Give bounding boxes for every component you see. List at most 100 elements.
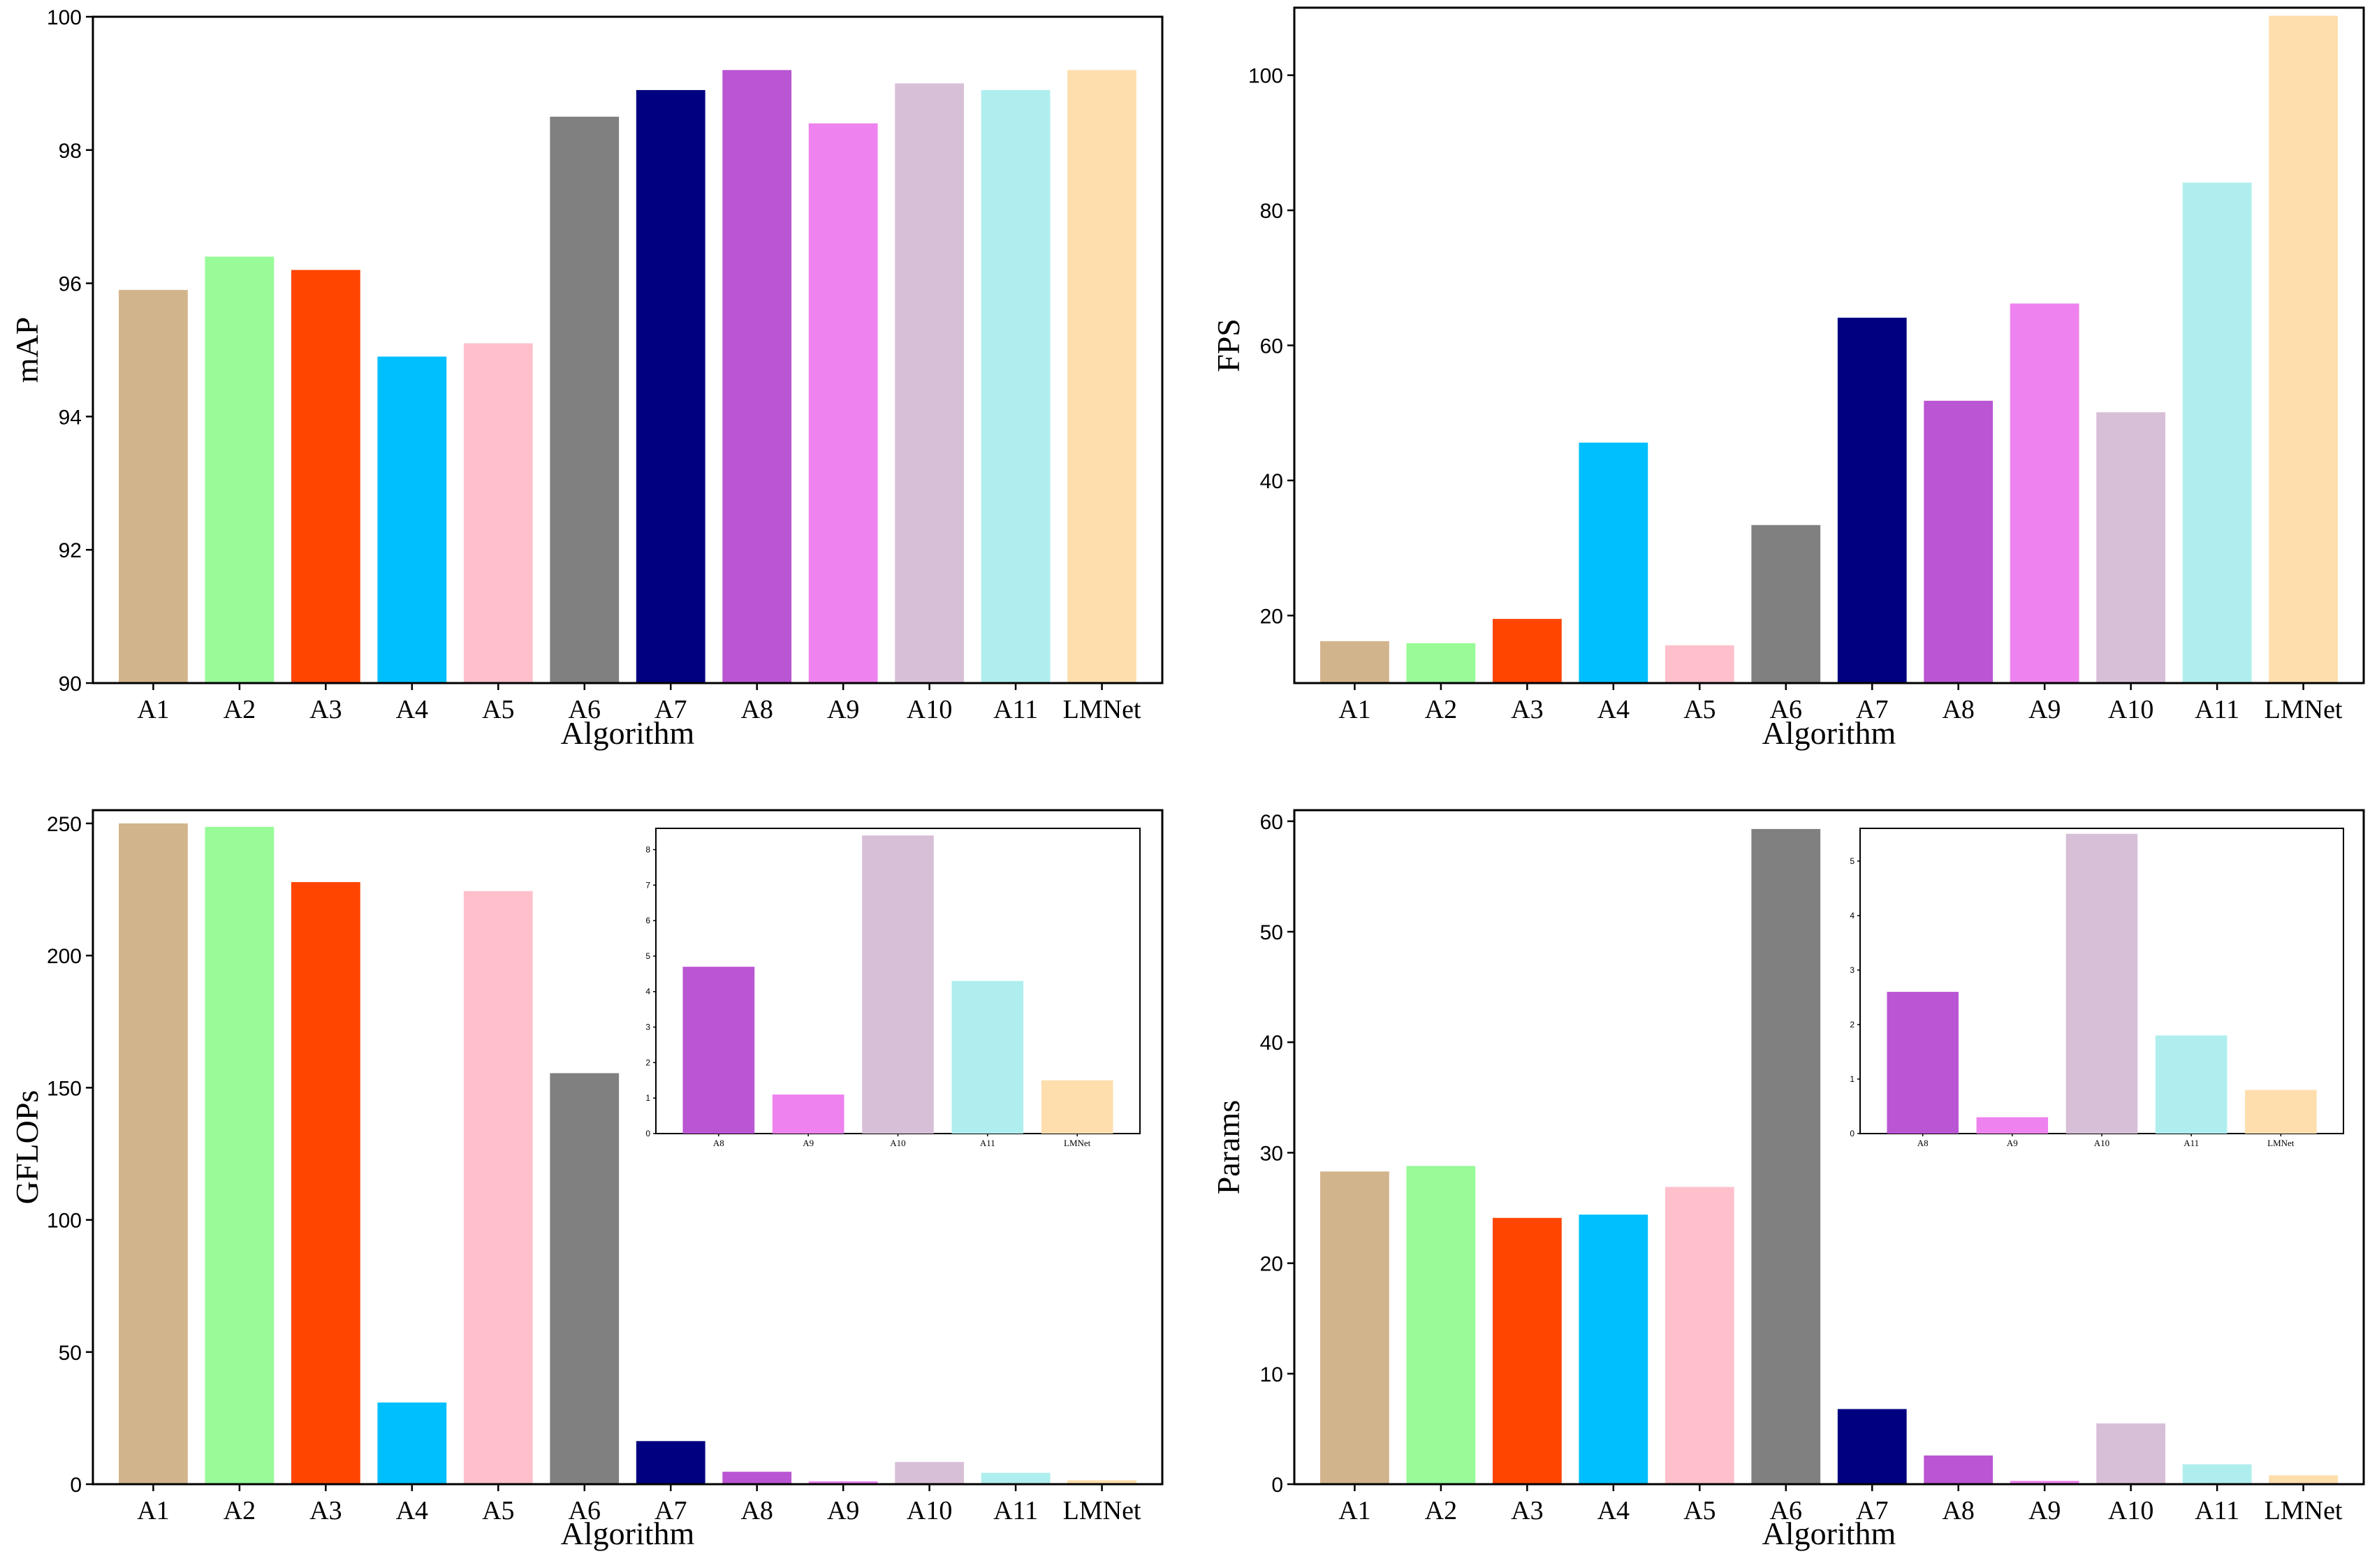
map-bar-a9 <box>808 123 878 683</box>
fps-xtick-label-a3: A3 <box>1511 695 1543 724</box>
params-ytick-label-40: 40 <box>1260 1032 1283 1055</box>
map-bar-a2 <box>205 256 275 683</box>
params-xtick-label-a8: A8 <box>1942 1496 1974 1525</box>
fps-xtick-label-a9: A9 <box>2028 695 2061 724</box>
gflops-inset-ytick-label-8: 8 <box>645 844 650 854</box>
map-xtick-label-a9: A9 <box>827 695 859 724</box>
gflops-xtick-label-a7: A7 <box>654 1496 687 1525</box>
params-ytick-label-20: 20 <box>1260 1253 1283 1276</box>
gflops-xtick-label-a5: A5 <box>482 1496 514 1525</box>
gflops-inset-xtick-label-a8: A8 <box>713 1138 724 1148</box>
fps-bar-a5 <box>1665 645 1734 683</box>
map-x-axis-label: Algorithm <box>561 715 695 751</box>
params-inset-bar-a8 <box>1887 992 1959 1134</box>
map-ytick-label-98: 98 <box>59 140 82 163</box>
fps-bar-a6 <box>1751 525 1821 683</box>
gflops-xtick-label-a3: A3 <box>309 1496 342 1525</box>
map-ytick-label-100: 100 <box>47 6 82 29</box>
params-xtick-label-a5: A5 <box>1683 1496 1716 1525</box>
map-bar-lmnet <box>1067 70 1136 683</box>
gflops-bar-a1 <box>119 823 188 1484</box>
params-x-axis-label: Algorithm <box>1762 1516 1896 1551</box>
params-xtick-label-a6: A6 <box>1770 1496 1802 1525</box>
fps-bar-a3 <box>1492 619 1562 683</box>
params-inset-ytick-label-1: 1 <box>1850 1074 1855 1084</box>
gflops-bar-lmnet <box>1067 1480 1136 1484</box>
gflops-ytick-label-0: 0 <box>70 1474 82 1497</box>
fps-xtick-label-a5: A5 <box>1683 695 1716 724</box>
gflops-bar-a2 <box>205 826 275 1484</box>
gflops-inset: A8 A9 A10 A11 LMNet 0 1 2 3 4 5 6 7 8 <box>645 828 1141 1148</box>
params-bars <box>1320 828 2338 1484</box>
fps-xtick-label-a2: A2 <box>1425 695 1457 724</box>
gflops-inset-ytick-label-6: 6 <box>645 916 650 925</box>
map-bar-a5 <box>463 343 533 683</box>
gflops-bar-a8 <box>722 1472 792 1484</box>
params-xtick-label-a2: A2 <box>1425 1496 1457 1525</box>
params-xtick-label-a4: A4 <box>1597 1496 1630 1525</box>
fps-ytick-label-40: 40 <box>1260 470 1283 493</box>
map-ytick-label-90: 90 <box>59 673 82 696</box>
params-ytick-label-10: 10 <box>1260 1363 1283 1386</box>
fps-bar-a2 <box>1406 643 1476 683</box>
params-bar-a6 <box>1751 828 1821 1484</box>
fps-bar-a8 <box>1924 400 1994 683</box>
map-xtick-label-a6: A6 <box>569 695 601 724</box>
gflops-xtick-label-a6: A6 <box>569 1496 601 1525</box>
map-y-axis-label: mAP <box>9 317 45 383</box>
fps-xtick-label-a10: A10 <box>2108 695 2153 724</box>
gflops-xtick-label-a1: A1 <box>137 1496 169 1525</box>
chart-fps: A1 A2 A3 A4 A5 A6 A7 A8 A9 A10 A11 LMNet 20 40 60 80 100… <box>1210 6 2365 751</box>
map-xtick-label-lmnet: LMNet <box>1063 695 1141 724</box>
params-bar-a2 <box>1406 1166 1476 1484</box>
params-ytick-label-60: 60 <box>1260 811 1283 834</box>
gflops-inset-ytick-label-3: 3 <box>645 1023 650 1032</box>
fps-xtick-label-a7: A7 <box>1856 695 1888 724</box>
fps-bar-a10 <box>2096 412 2166 683</box>
gflops-inset-ytick-label-2: 2 <box>645 1057 650 1067</box>
gflops-inset-bar-a10 <box>862 835 934 1134</box>
params-xtick-label-a9: A9 <box>2028 1496 2061 1525</box>
gflops-xtick-label-a8: A8 <box>740 1496 773 1525</box>
fps-ytick-label-60: 60 <box>1260 335 1283 358</box>
gflops-xtick-label-a11: A11 <box>993 1496 1038 1525</box>
params-inset-bar-lmnet <box>2245 1090 2317 1134</box>
params-bar-a8 <box>1924 1455 1994 1484</box>
chart-gflops: A1 A2 A3 A4 A5 A6 A7 A8 A9 A10 A11 LMNet05010015020… <box>9 809 1164 1551</box>
gflops-ytick-label-200: 200 <box>47 945 82 968</box>
gflops-axes-frame <box>92 809 1164 1486</box>
params-ytick-label-30: 30 <box>1260 1142 1283 1165</box>
params-inset-bar-a9 <box>1976 1117 2049 1134</box>
map-bar-a1 <box>119 290 188 683</box>
params-xtick-label-a3: A3 <box>1511 1496 1543 1525</box>
params-inset-bar-a10 <box>2065 833 2138 1134</box>
map-bar-a4 <box>377 356 447 683</box>
fps-x-axis-label: Algorithm <box>1762 715 1896 751</box>
gflops-ytick-label-250: 250 <box>47 813 82 836</box>
map-bar-a11 <box>981 89 1051 683</box>
params-inset-ytick-label-3: 3 <box>1850 965 1855 975</box>
gflops-ytick-label-150: 150 <box>47 1077 82 1100</box>
gflops-inset-bar-a8 <box>682 967 755 1134</box>
map-bar-a3 <box>291 270 360 683</box>
gflops-bar-a9 <box>808 1481 878 1484</box>
params-xtick-label-a7: A7 <box>1856 1496 1888 1525</box>
gflops-inset-xtick-label-a9: A9 <box>803 1138 814 1148</box>
gflops-bar-a4 <box>377 1402 447 1484</box>
params-inset-ytick-label-4: 4 <box>1850 911 1855 921</box>
params-inset-ytick-label-0: 0 <box>1850 1129 1855 1138</box>
fps-bar-a9 <box>2010 303 2079 683</box>
gflops-x-axis-label: Algorithm <box>561 1516 695 1551</box>
gflops-bar-a11 <box>981 1472 1051 1484</box>
params-bar-a7 <box>1837 1409 1907 1484</box>
params-inset-xtick-label-a9: A9 <box>2007 1138 2018 1148</box>
fps-ytick-label-100: 100 <box>1248 65 1283 88</box>
params-inset-ytick-label-2: 2 <box>1850 1020 1855 1030</box>
fps-bar-a11 <box>2182 182 2252 683</box>
gflops-xtick-label-a9: A9 <box>827 1496 859 1525</box>
params-inset-xtick-label-a8: A8 <box>1917 1138 1929 1148</box>
fps-xtick-label-a6: A6 <box>1770 695 1802 724</box>
gflops-xtick-label-lmnet: LMNet <box>1063 1496 1141 1525</box>
gflops-inset-xtick-label-a10: A10 <box>890 1138 905 1148</box>
map-bar-a6 <box>550 117 620 684</box>
